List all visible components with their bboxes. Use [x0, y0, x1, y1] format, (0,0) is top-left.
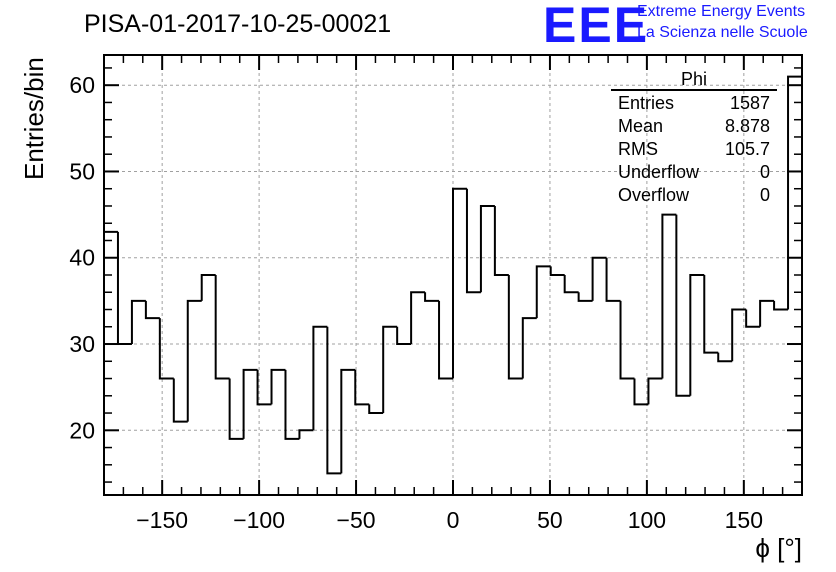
histogram-bin [549, 266, 565, 276]
histogram-bin [452, 187, 467, 379]
stats-label: Mean [618, 116, 664, 136]
x-tick-label: 150 [725, 507, 763, 533]
stats-title: Phi [680, 69, 707, 89]
stats-row-underflow: Underflow 0 [611, 161, 777, 184]
x-tick-label: 100 [628, 507, 666, 533]
stats-divider [611, 89, 777, 91]
stats-value: 0 [759, 162, 770, 182]
y-axis: 20 30 40 50 60 [69, 72, 802, 443]
histogram-bin [130, 299, 146, 345]
histogram-bin [479, 204, 495, 293]
histogram-bin [675, 214, 691, 397]
brand-line-2: La Scienza nelle Scuole [637, 24, 808, 41]
run-title: PISA-01-2017-10-25-00021 [84, 10, 392, 38]
histogram-bin [647, 377, 663, 405]
stats-row-overflow: Overflow 0 [611, 184, 777, 207]
stats-value: 8.878 [724, 116, 770, 136]
histogram-bin [591, 256, 607, 301]
histogram-bin [661, 213, 677, 379]
y-tick-label: 20 [69, 417, 95, 443]
histogram-bin [493, 205, 509, 276]
histogram-bin [172, 378, 188, 423]
histogram-bin [186, 299, 202, 422]
histogram-bin [731, 308, 747, 362]
histogram-bin [354, 369, 370, 406]
stats-label: Entries [618, 93, 675, 113]
histogram-bin [410, 291, 426, 345]
histogram-bin [465, 188, 481, 294]
x-tick-label: −150 [136, 507, 188, 533]
histogram-bin [507, 275, 523, 380]
y-tick-label: 30 [69, 331, 95, 357]
histogram-bin [689, 274, 705, 396]
y-axis-label: Entries/bin [19, 57, 49, 180]
histogram-bin [284, 369, 300, 440]
stats-value: 0 [759, 185, 770, 205]
minor-ticks [104, 55, 802, 495]
stats-value: 105.7 [724, 139, 770, 159]
histogram-bin [312, 325, 328, 431]
histogram-bin [340, 368, 356, 474]
histogram-bin [438, 300, 453, 380]
histogram-bin [424, 292, 440, 302]
histogram-bin [577, 292, 593, 302]
stats-row-rms: RMS 105.7 [611, 138, 777, 161]
histogram-bin [158, 318, 174, 380]
stats-label: Underflow [618, 162, 700, 182]
histogram-bin [228, 378, 244, 440]
histogram-bin [605, 257, 621, 302]
x-axis-label: ϕ [°] [755, 533, 802, 563]
y-tick-label: 40 [69, 245, 95, 271]
histogram-bin [382, 325, 398, 414]
histogram-bin [116, 231, 132, 346]
y-tick-label: 60 [69, 72, 95, 98]
histogram-bin [368, 404, 384, 415]
histogram-bin [633, 378, 649, 406]
histogram-bin [773, 300, 789, 311]
histogram-bin [535, 265, 551, 319]
histogram-bin [256, 369, 272, 406]
eee-logo: EEE [543, 0, 650, 53]
histogram-bin [759, 299, 775, 327]
histogram-bin [521, 317, 537, 379]
stats-value: 1587 [729, 93, 770, 113]
histogram-bin [270, 368, 286, 405]
histogram-bin [745, 309, 761, 328]
histogram-bin [200, 274, 216, 301]
brand-line-1: Extreme Energy Events [637, 3, 806, 20]
stats-row-entries: Entries 1587 [611, 92, 777, 115]
histogram-bin [326, 326, 342, 475]
x-axis: −150 −100 −50 0 50 100 150 [136, 55, 763, 533]
x-tick-label: −50 [337, 507, 376, 533]
histogram-bin [703, 275, 719, 354]
stats-row-mean: Mean 8.878 [611, 115, 777, 138]
x-tick-label: −100 [233, 507, 285, 533]
histogram-bin [717, 352, 733, 363]
histogram-bin [787, 75, 802, 310]
histogram-bin [563, 275, 579, 294]
stats-label: RMS [618, 139, 658, 159]
x-tick-label: 0 [447, 507, 460, 533]
histogram-bin [619, 300, 635, 380]
stats-label: Overflow [618, 185, 690, 205]
histogram-bin [396, 326, 412, 346]
histogram-bin [214, 275, 230, 380]
x-tick-label: 50 [537, 507, 563, 533]
histogram-bin [144, 300, 160, 320]
histogram-bin [242, 368, 258, 439]
histogram-bin [298, 429, 314, 439]
stats-box: Phi Entries 1587 Mean 8.878 RMS 105.7 Un… [611, 70, 777, 207]
y-tick-label: 50 [69, 158, 95, 184]
